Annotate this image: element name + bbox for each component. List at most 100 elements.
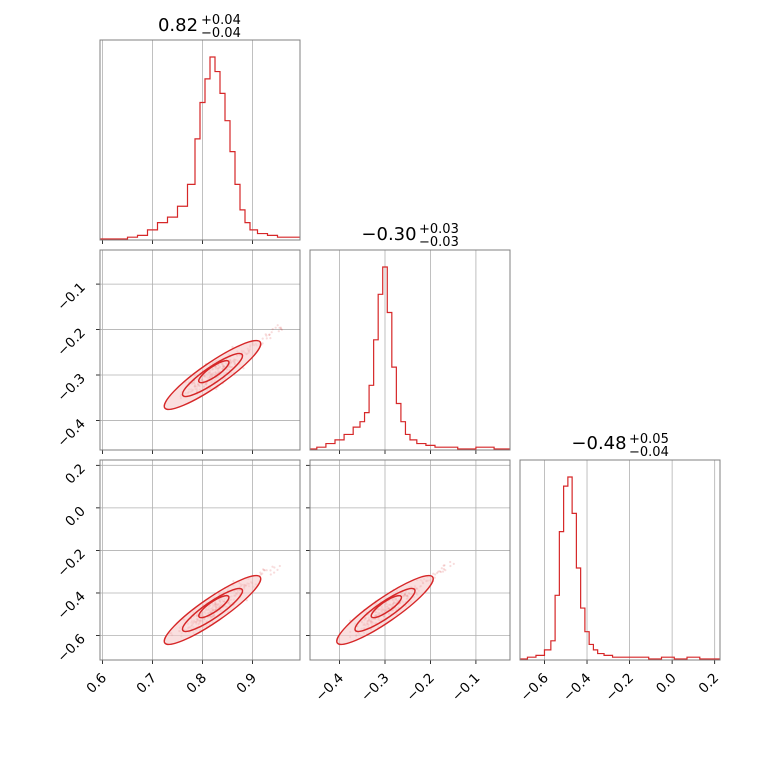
contour-inner-1-0 — [197, 359, 230, 384]
panel-0-0 — [99, 39, 301, 244]
scatter-point — [276, 324, 279, 327]
y-tick-label-1-0: −0.4 — [54, 416, 88, 450]
scatter-point — [278, 564, 281, 568]
scatter-point — [215, 387, 218, 391]
panel-1-0: −0.4 −0.3 −0.2 −0.1 — [54, 249, 301, 454]
y-tick-label-2-1: −0.4 — [54, 588, 88, 622]
contour-mid-1-0 — [181, 352, 244, 398]
x-tick-label-1-3: −0.1 — [449, 670, 483, 704]
scatter-point — [449, 560, 452, 564]
y-tick-label-2-3: 0.0 — [62, 503, 89, 530]
scatter-point — [279, 327, 283, 330]
x-tick-label-0-0: 0.6 — [84, 670, 111, 697]
scatter-point — [436, 571, 439, 575]
scatter-point — [439, 570, 442, 574]
contour-mid-2-0 — [181, 587, 244, 633]
histogram-2 — [520, 476, 720, 660]
scatter-point — [449, 564, 452, 568]
y-tick-label-1-3: −0.1 — [54, 280, 88, 314]
x-tick-label-1-1: −0.3 — [358, 670, 392, 704]
scatter-point — [434, 573, 437, 576]
histogram-1 — [310, 266, 510, 450]
y-tick-label-1-1: −0.3 — [54, 371, 88, 405]
x-tick-label-2-4: 0.2 — [696, 670, 723, 697]
title-param-0: 0.82 — [158, 15, 198, 36]
scatter-point — [263, 569, 266, 572]
scatter-point — [269, 573, 272, 576]
panel-frame-2-1 — [309, 459, 511, 661]
scatter-point — [261, 337, 264, 340]
title-param-1-value: −0.30 — [361, 224, 416, 245]
scatter-point — [278, 326, 281, 329]
scatter-point — [452, 562, 455, 566]
panel-1-1 — [309, 249, 511, 454]
scatter-point — [273, 566, 276, 569]
title-param-1: −0.30 — [361, 224, 416, 245]
x-tick-label-1-2: −0.2 — [403, 670, 437, 704]
scatter-point — [438, 570, 441, 573]
scatter-point — [432, 572, 435, 575]
scatter-point — [261, 342, 264, 345]
contour-mid-2-1 — [354, 587, 416, 633]
scatter-point — [270, 331, 273, 334]
contour-inner-2-0 — [197, 594, 230, 619]
scatter-point — [264, 333, 267, 336]
scatter-point — [273, 571, 276, 574]
panel-frame-2-0 — [99, 459, 301, 661]
title-param-1-err-plus: +0.03 — [419, 222, 459, 237]
histogram-0 — [100, 56, 300, 240]
scatter-point — [442, 568, 445, 571]
panel-2-2: −0.6 −0.4 −0.2 0.0 0.2 — [517, 459, 723, 705]
scatter-point — [441, 570, 445, 573]
scatter-point — [268, 333, 271, 336]
title-param-1-err-minus: −0.03 — [419, 235, 459, 250]
contour-inner-2-1 — [370, 594, 403, 619]
scatter-point — [271, 328, 274, 331]
scatter-point — [269, 337, 272, 340]
scatter-point — [231, 345, 234, 349]
scatter-point — [443, 564, 446, 567]
scatter-point — [444, 569, 447, 572]
scatter-point — [259, 573, 262, 576]
scatter-point — [265, 337, 268, 340]
x-tick-label-2-0: −0.6 — [517, 670, 551, 704]
x-tick-label-2-2: −0.2 — [603, 670, 637, 704]
title-param-0-err-minus: −0.04 — [201, 26, 241, 41]
title-param-2: −0.48 — [571, 433, 626, 454]
scatter-point — [271, 565, 274, 568]
title-param-0-value: 0.82 — [158, 15, 198, 36]
panel-frame-2-2 — [519, 459, 721, 661]
scatter-point — [437, 570, 440, 573]
scatter-point — [262, 568, 265, 571]
scatter-point — [265, 569, 268, 572]
y-tick-label-2-4: 0.2 — [62, 461, 89, 488]
y-tick-label-2-0: −0.6 — [54, 631, 88, 665]
panel-frame-1-1 — [309, 249, 511, 451]
title-param-0-err-plus: +0.04 — [201, 13, 241, 28]
x-tick-label-0-1: 0.7 — [134, 670, 161, 697]
scatter-point — [242, 367, 245, 370]
scatter-point — [276, 568, 279, 572]
x-tick-label-1-0: −0.4 — [313, 670, 347, 704]
y-tick-label-1-2: −0.2 — [54, 325, 88, 359]
scatter-point — [277, 330, 280, 333]
panel-2-1: −0.4 −0.3 −0.2 −0.1 — [306, 459, 511, 705]
scatter-point — [259, 571, 262, 574]
scatter-point — [442, 564, 445, 567]
scatter-point — [269, 569, 272, 572]
title-param-2-err-minus: −0.04 — [629, 445, 669, 460]
x-tick-label-0-3: 0.9 — [234, 670, 261, 697]
y-tick-label-2-2: −0.2 — [54, 546, 88, 580]
scatter-point — [440, 567, 443, 570]
panel-2-0: 0.6 0.7 0.8 0.9 −0.6 −0.4 −0.2 0.0 0.2 — [54, 459, 301, 697]
scatter-point — [232, 580, 235, 583]
scatter-point — [245, 599, 248, 602]
scatter-point — [261, 572, 264, 575]
x-tick-label-2-3: 0.0 — [653, 670, 680, 697]
title-param-2-value: −0.48 — [571, 433, 626, 454]
titles-layer: 0.82 +0.04 −0.04 −0.30 +0.03 −0.03 −0.48… — [158, 13, 669, 460]
scatter-point — [274, 326, 277, 329]
title-param-2-err-plus: +0.05 — [629, 432, 669, 447]
scatter-point — [279, 326, 282, 329]
